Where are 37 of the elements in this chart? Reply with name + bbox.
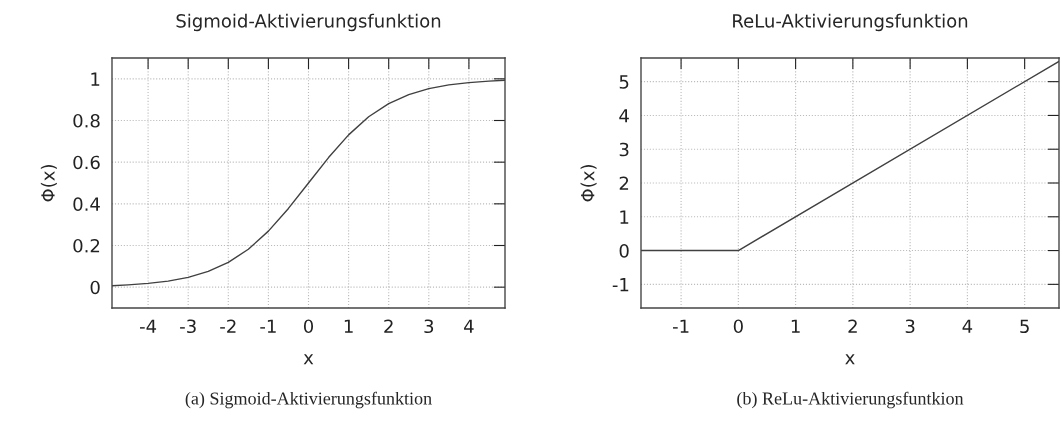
x-tick-label: -4 xyxy=(139,319,157,333)
x-tick-label: 5 xyxy=(1020,319,1029,334)
y-tick-label: 4 xyxy=(619,109,629,123)
x-tick-label: 0 xyxy=(733,319,743,334)
y-tick-label: 0.2 xyxy=(73,238,100,253)
y-tick-label: 1 xyxy=(620,210,629,224)
x-tick-label: -1 xyxy=(672,319,689,333)
text: (b) ReLu-Aktivierungsfuntkion xyxy=(737,391,964,409)
y-tick-label: 2 xyxy=(619,176,629,190)
y-tick-label: 0.4 xyxy=(73,197,100,211)
x-tick-label: 4 xyxy=(464,319,474,333)
x-tick-label: 2 xyxy=(848,319,857,333)
x-tick-label: 4 xyxy=(962,319,973,333)
y-tick-label: 3 xyxy=(619,142,629,157)
x-tick-label: 2 xyxy=(384,319,393,333)
x-tick-label: 3 xyxy=(424,319,434,334)
x-tick-label: 0 xyxy=(303,319,314,334)
x-tick-label: -1 xyxy=(260,319,276,333)
y-tick-label: 0 xyxy=(90,280,100,295)
y-tick-label: 0.8 xyxy=(73,113,100,128)
y-tick-label: 5 xyxy=(619,75,629,89)
x-tick-label: 1 xyxy=(791,319,800,333)
y-tick-label: 1 xyxy=(91,72,100,86)
x-axis-title: x xyxy=(303,354,314,365)
y-tick-label: 0 xyxy=(619,244,629,258)
text: (a) Sigmoid-Aktivierungsfunktion xyxy=(185,391,432,409)
x-axis-title: x xyxy=(845,354,855,365)
x-tick-label: 3 xyxy=(905,319,915,334)
y-tick-label: -1 xyxy=(612,278,629,292)
chart-title: Sigmoid-Aktivierungsfunktion xyxy=(176,13,441,32)
y-tick-label: 0.6 xyxy=(73,155,100,170)
x-tick-label: -2 xyxy=(220,319,236,333)
y-axis-title: Φ(x) xyxy=(580,165,597,202)
chart-title: ReLu-Aktivierungsfunktion xyxy=(733,13,968,32)
y-axis-title: Φ(x) xyxy=(40,165,57,202)
x-tick-label: -3 xyxy=(180,319,196,334)
x-tick-label: 1 xyxy=(344,319,353,333)
